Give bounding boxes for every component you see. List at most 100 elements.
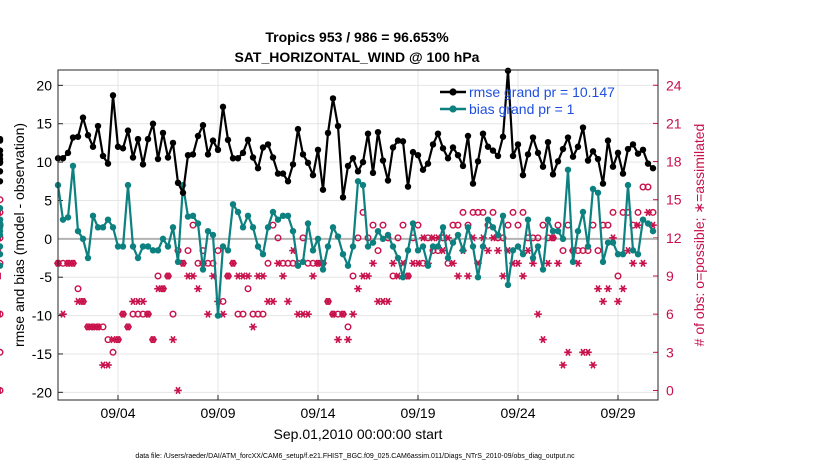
bias-point <box>344 262 352 269</box>
obs-assimilated-stroke <box>250 323 256 331</box>
obs-assimilated-point <box>524 246 532 255</box>
bias-point <box>369 239 377 246</box>
obs-assimilated-stroke <box>240 272 246 280</box>
bias-point <box>504 281 512 289</box>
y-right-tick-label: 3 <box>666 344 674 360</box>
rmse-point <box>289 161 297 168</box>
y-left-tick-label: -5 <box>40 269 53 285</box>
obs-assimilated-stroke <box>165 272 171 280</box>
rmse-point <box>639 146 647 154</box>
bias-point <box>464 224 472 231</box>
rmse-point <box>214 146 222 154</box>
bias-point <box>234 208 242 216</box>
rmse-point <box>589 148 597 155</box>
bias-point <box>209 231 217 239</box>
x-tick-layer: 09/04 09/09 09/14 09/19 09/24 09/29 <box>100 395 636 421</box>
bias-series <box>0 162 657 319</box>
obs-assimilated-point <box>204 310 212 318</box>
rmse-point <box>564 134 572 141</box>
bias-point <box>349 243 357 250</box>
obs-assimilated-stroke <box>595 285 601 293</box>
rmse-point <box>484 143 492 150</box>
bias-point <box>309 247 317 254</box>
rmse-point <box>489 147 497 154</box>
rmse-point <box>69 134 77 141</box>
bias-point <box>529 254 537 262</box>
rmse-point <box>304 159 312 167</box>
rmse-point <box>309 171 317 179</box>
bias-point <box>0 227 4 235</box>
rmse-point <box>549 171 557 178</box>
obs-assimilated-stroke <box>380 297 386 306</box>
obs-assimilated-point <box>189 272 197 280</box>
obs-assimilated-stroke <box>520 272 526 280</box>
rmse-point <box>389 144 397 151</box>
obs-assimilated-stroke <box>620 285 626 293</box>
obs-possible-point <box>539 221 547 229</box>
bias-point <box>634 250 642 258</box>
bias-point <box>594 189 602 196</box>
obs-assimilated-point <box>164 272 172 280</box>
bias-point <box>284 212 292 220</box>
obs-possible-point <box>454 221 462 229</box>
bias-point <box>374 227 382 235</box>
obs-assimilated-stroke <box>210 272 216 280</box>
rmse-point <box>379 157 387 164</box>
rmse-point <box>294 125 302 133</box>
obs-assimilated-point <box>529 259 537 267</box>
rmse-point <box>454 151 462 159</box>
rmse-point <box>384 177 392 184</box>
bias-point <box>204 227 212 235</box>
bias-point <box>559 235 567 243</box>
rmse-point <box>144 135 152 143</box>
rmse-point <box>274 170 282 177</box>
obs-assimilated-stroke <box>390 259 396 267</box>
bias-point <box>604 239 612 246</box>
obs-assimilated-stroke <box>590 361 596 369</box>
chart-title-line1: Tropics 953 / 986 = 96.653% <box>265 29 449 45</box>
obs-assimilated-stroke <box>450 259 456 267</box>
rmse-point <box>539 163 547 170</box>
bias-point <box>554 227 562 235</box>
obs-assimilated-stroke <box>360 272 366 280</box>
obs-assimilated-stroke <box>225 272 231 280</box>
obs-possible-point <box>244 285 252 293</box>
bias-point <box>84 254 92 262</box>
y-left-tick-label: -10 <box>32 308 52 324</box>
bias-point <box>114 243 122 250</box>
bias-point <box>189 212 197 220</box>
bias-point <box>289 227 297 235</box>
rmse-point <box>554 158 562 165</box>
rmse-point <box>334 122 342 130</box>
obs-assimilated-stroke <box>295 310 301 318</box>
bias-point <box>154 247 162 254</box>
obs-assimilated-stroke <box>325 297 331 306</box>
bias-point <box>259 250 267 258</box>
obs-assimilated-point <box>309 272 317 280</box>
obs-assimilated-point <box>354 285 362 293</box>
obs-possible-point <box>214 247 222 255</box>
bias-point <box>564 166 572 173</box>
bias-point <box>484 216 492 223</box>
y-right-tick-label: 9 <box>666 268 674 284</box>
obs-assimilated-point <box>224 272 232 280</box>
rmse-point <box>469 180 477 187</box>
obs-assimilated-stroke <box>65 259 71 267</box>
obs-assimilated-stroke <box>495 246 501 255</box>
obs-possible-point <box>374 247 382 255</box>
obs-assimilated-stroke <box>430 234 436 242</box>
obs-possible-point <box>169 310 177 318</box>
bias-point <box>244 212 252 220</box>
bias-point <box>0 204 4 212</box>
obs-possible-point <box>0 386 4 394</box>
rmse-point <box>189 151 197 158</box>
obs-assimilated-point <box>604 285 612 293</box>
obs-assimilated-stroke <box>555 259 561 267</box>
obs-possible-point <box>594 247 602 255</box>
obs-assimilated-stroke <box>385 297 391 306</box>
rmse-point <box>279 170 287 177</box>
obs-possible-point <box>0 234 4 242</box>
bias-point <box>304 220 312 227</box>
bias-point <box>424 262 432 269</box>
obs-possible-point <box>504 221 512 229</box>
